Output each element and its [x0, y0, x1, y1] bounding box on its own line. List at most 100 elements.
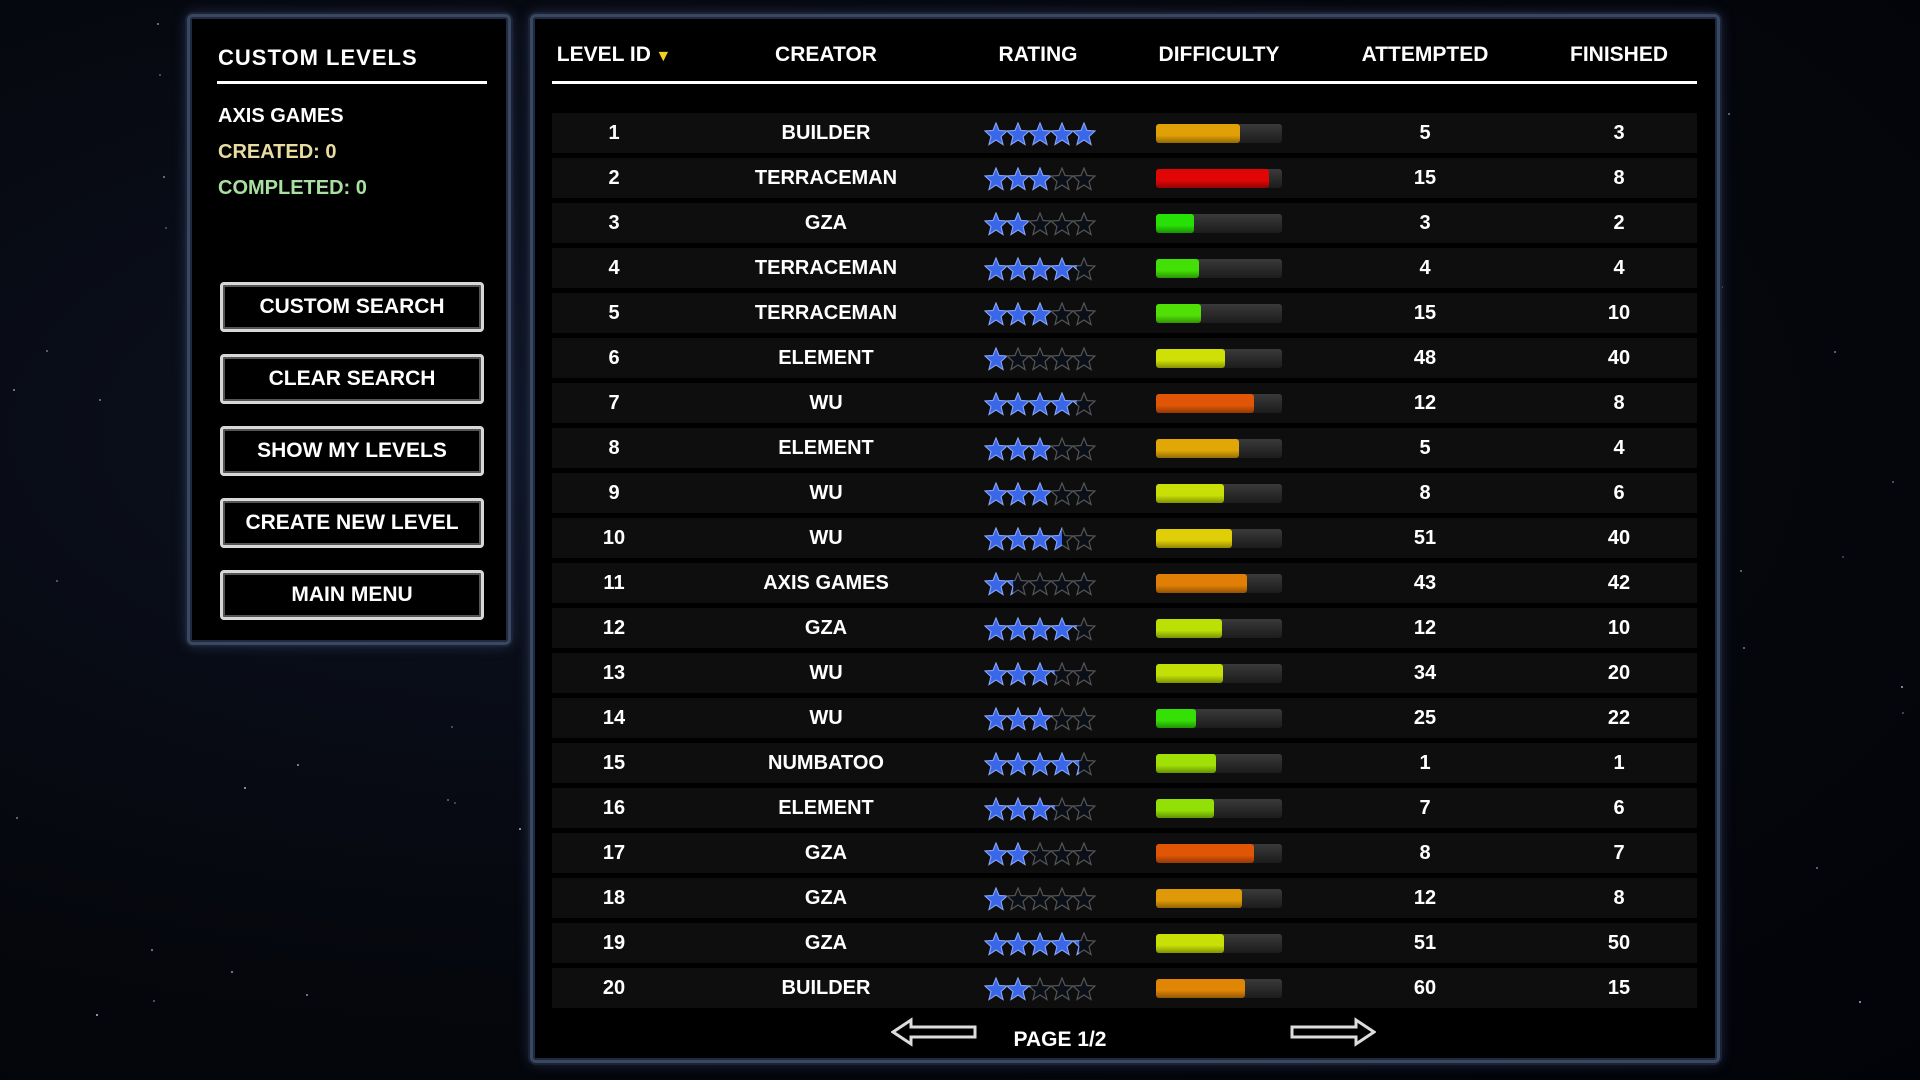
table-row[interactable]: 4 Terraceman 4 4 [552, 248, 1697, 288]
rating-stars [984, 932, 1096, 956]
table-row[interactable]: 13 Wu 34 20 [552, 653, 1697, 693]
star-empty-icon [1049, 212, 1075, 236]
rating-stars [984, 887, 1096, 911]
difficulty-bar [1156, 529, 1282, 548]
column-header-difficulty[interactable]: Difficulty [1159, 43, 1280, 67]
rating-stars [984, 392, 1096, 416]
star-filled-icon [984, 572, 1009, 596]
star-filled-icon [1027, 932, 1053, 956]
difficulty-bar [1156, 259, 1282, 278]
table-row[interactable]: 6 Element 48 40 [552, 338, 1697, 378]
cell-creator: GZA [804, 887, 848, 909]
difficulty-bar-fill [1156, 304, 1202, 323]
star-empty-icon [1049, 572, 1075, 596]
rating-stars [984, 617, 1096, 641]
table-row[interactable]: 1 Builder 5 3 [552, 113, 1697, 153]
custom-search-button[interactable]: Custom Search [220, 282, 484, 332]
clear-search-button[interactable]: Clear Search [220, 354, 484, 404]
create-new-level-button[interactable]: Create New Level [220, 498, 484, 548]
star [1901, 711, 1904, 714]
column-header-creator[interactable]: Creator [775, 43, 877, 67]
table-row[interactable]: 10 Wu 51 40 [552, 518, 1697, 558]
star-empty-icon [1049, 482, 1075, 506]
star [1739, 570, 1742, 573]
star-empty-icon [1071, 527, 1096, 551]
show-my-levels-button[interactable]: Show My Levels [220, 426, 484, 476]
cell-attempted: 34 [1413, 662, 1437, 684]
next-page-button[interactable] [1290, 1017, 1376, 1047]
table-row[interactable]: 11 axis games 43 42 [552, 563, 1697, 603]
cell-creator: Element [778, 797, 874, 819]
cell-finished: 10 [1607, 302, 1631, 324]
column-header-finished[interactable]: Finished [1570, 43, 1668, 67]
table-row[interactable]: 7 Wu 12 8 [552, 383, 1697, 423]
column-header-level-id[interactable]: Level ID ▼ [557, 43, 671, 67]
star-empty-icon [1049, 842, 1075, 866]
star-empty-icon [1071, 977, 1096, 1001]
table-row[interactable]: 18 GZA 12 8 [552, 878, 1697, 918]
table-row[interactable]: 14 Wu 25 22 [552, 698, 1697, 738]
star [46, 349, 49, 352]
cell-level-id: 11 [603, 572, 625, 594]
star-filled-icon [1027, 437, 1053, 461]
cell-finished: 6 [1613, 482, 1625, 504]
difficulty-bar [1156, 979, 1282, 998]
cell-finished: 40 [1607, 347, 1631, 369]
star-filled-icon [984, 977, 1009, 1001]
table-row[interactable]: 9 Wu 8 6 [552, 473, 1697, 513]
star [296, 763, 299, 766]
star-filled-icon [984, 887, 1009, 911]
table-row[interactable]: 17 GZA 8 7 [552, 833, 1697, 873]
cell-attempted: 51 [1413, 932, 1437, 954]
table-row[interactable]: 2 Terraceman 15 8 [552, 158, 1697, 198]
cell-level-id: 10 [602, 527, 626, 549]
cell-level-id: 17 [602, 842, 626, 864]
rating-stars [984, 437, 1096, 461]
cell-creator: Element [778, 437, 874, 459]
star [165, 227, 168, 230]
cell-attempted: 15 [1413, 167, 1437, 189]
table-row[interactable]: 3 GZA 3 2 [552, 203, 1697, 243]
star-filled-icon [1005, 257, 1031, 281]
table-row[interactable]: 16 Element 7 6 [552, 788, 1697, 828]
column-header-attempted[interactable]: Attempted [1362, 43, 1489, 67]
cell-finished: 50 [1607, 932, 1631, 954]
table-row[interactable]: 19 GZA 51 50 [552, 923, 1697, 963]
prev-page-button[interactable] [891, 1017, 977, 1047]
star-filled-icon [1049, 257, 1075, 281]
star-empty-icon [1049, 437, 1075, 461]
table-row[interactable]: 5 Terraceman 15 10 [552, 293, 1697, 333]
star-empty-icon [1071, 797, 1096, 821]
difficulty-bar-fill [1156, 709, 1197, 728]
sort-arrow-icon: ▼ [650, 48, 672, 65]
star-filled-icon [1005, 122, 1031, 146]
main-menu-button[interactable]: Main Menu [220, 570, 484, 620]
difficulty-bar-fill [1156, 439, 1240, 458]
cell-creator: GZA [804, 617, 848, 639]
page-indicator: Page 1/2 [1013, 1028, 1107, 1051]
cell-creator: Terraceman [754, 257, 898, 279]
divider [217, 81, 487, 84]
column-header-rating[interactable]: Rating [999, 43, 1078, 67]
cell-creator: Wu [809, 527, 843, 549]
star [1842, 555, 1845, 558]
table-row[interactable]: 20 Builder 60 15 [552, 968, 1697, 1008]
star [1720, 285, 1723, 288]
cell-level-id: 19 [602, 932, 626, 954]
table-row[interactable]: 15 Numbatoo 1 1 [552, 743, 1697, 783]
star-filled-icon [984, 527, 1009, 551]
difficulty-bar-fill [1156, 574, 1247, 593]
star [454, 802, 457, 805]
star-empty-icon [1071, 887, 1096, 911]
cell-finished: 20 [1607, 662, 1631, 684]
star-empty-icon [1071, 572, 1096, 596]
cell-attempted: 12 [1413, 392, 1437, 414]
difficulty-bar-fill [1156, 394, 1255, 413]
table-row[interactable]: 8 Element 5 4 [552, 428, 1697, 468]
cell-creator: Terraceman [754, 167, 898, 189]
star [13, 388, 16, 391]
table-row[interactable]: 12 GZA 12 10 [552, 608, 1697, 648]
rating-stars [984, 167, 1096, 191]
star-filled-icon [1027, 257, 1053, 281]
star-filled-icon [1027, 752, 1053, 776]
